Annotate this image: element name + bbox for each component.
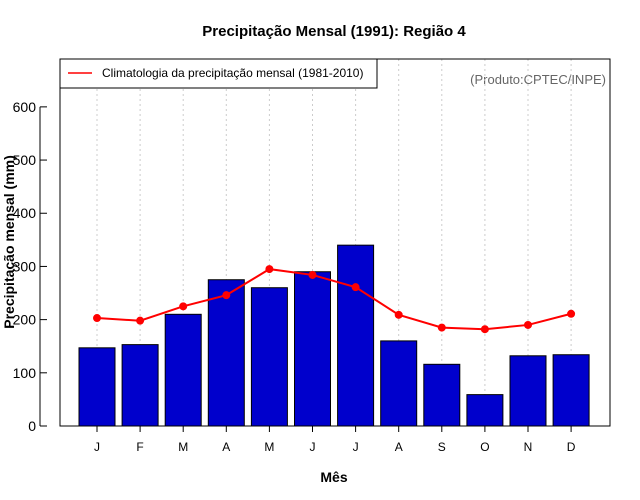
climatology-point-5 (308, 270, 317, 279)
climatology-point-0 (93, 314, 101, 323)
bar-6 (337, 244, 375, 427)
chart-credit: (Produto:CPTEC/INPE) (470, 72, 606, 87)
y-axis: 0 100 200 300 400 500 600 (13, 99, 47, 434)
climatology-series (93, 265, 576, 334)
y-axis-label: Precipitação mensal (mm) (1, 155, 17, 329)
x-tick-label: S (438, 440, 446, 454)
y-tick-label: 100 (13, 365, 37, 381)
chart-title: Precipitação Mensal (1991): Região 4 (202, 23, 466, 40)
legend-entry-climatology: Climatologia da precipitação mensal (198… (102, 66, 363, 80)
climatology-point-11 (567, 309, 576, 318)
climatology-point-4 (265, 265, 274, 274)
bar-7 (380, 340, 418, 427)
climatology-point-9 (480, 325, 489, 334)
bar-1 (121, 344, 159, 427)
climatology-line (96, 268, 572, 331)
climatology-point-3 (222, 291, 231, 300)
legend: Climatologia da precipitação mensal (198… (59, 58, 378, 89)
climatology-point-6 (351, 283, 360, 292)
x-tick-label: A (395, 440, 403, 454)
bar-3 (207, 279, 245, 427)
x-tick-label: M (264, 440, 274, 454)
bar-11 (552, 354, 590, 427)
bar-5 (294, 271, 331, 427)
y-tick-label: 200 (13, 312, 37, 328)
y-tick-label: 600 (13, 99, 37, 115)
bar-0 (78, 347, 116, 427)
x-axis-label: Mês (320, 469, 347, 485)
x-tick-label: J (94, 440, 100, 454)
y-tick-label: 400 (13, 205, 37, 221)
y-tick-label: 0 (28, 418, 36, 434)
x-tick-label: N (524, 440, 533, 454)
x-tick-label: O (480, 440, 489, 454)
x-tick-label: J (310, 440, 316, 454)
climatology-point-2 (179, 302, 188, 311)
bar-4 (250, 287, 288, 427)
bar-8 (423, 363, 461, 427)
y-tick-label: 300 (13, 258, 37, 274)
bar-9 (466, 394, 504, 427)
y-tick-label: 500 (13, 152, 37, 168)
x-tick-label: M (178, 440, 188, 454)
bar-series (78, 244, 590, 427)
x-tick-label: D (567, 440, 576, 454)
bar-10 (509, 355, 547, 427)
x-tick-label: A (222, 440, 230, 454)
x-tick-label: F (136, 440, 143, 454)
bar-2 (164, 313, 202, 427)
climatology-point-10 (524, 320, 532, 329)
legend-box (59, 58, 378, 89)
climatology-point-7 (394, 310, 403, 319)
climatology-point-8 (437, 323, 446, 332)
x-tick-label: J (353, 440, 359, 454)
climatology-point-1 (136, 316, 145, 325)
